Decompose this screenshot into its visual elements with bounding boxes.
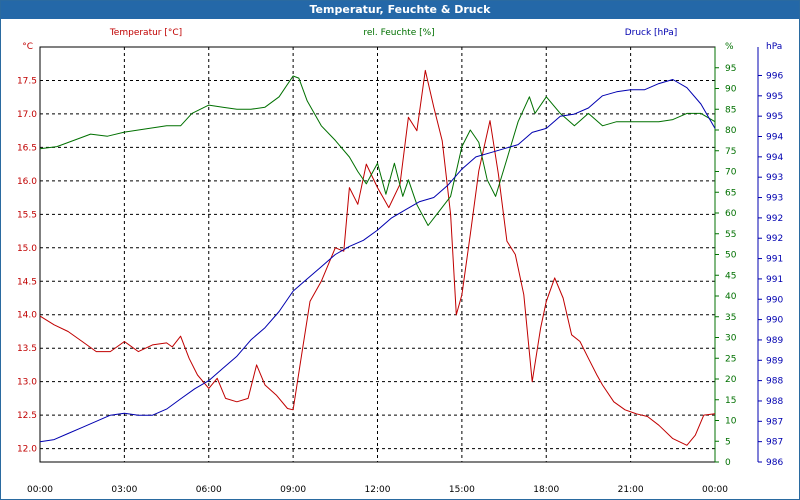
pressure-tick-label: 988 <box>766 377 783 387</box>
pressure-tick-label: 993 <box>766 194 783 204</box>
humidity-tick-label: 60 <box>725 209 737 219</box>
pressure-tick-label: 994 <box>766 153 783 163</box>
humidity-unit-label: % <box>725 42 734 52</box>
humidity-tick-label: 10 <box>725 417 737 427</box>
temperature-unit-label: °C <box>22 42 33 52</box>
humidity-tick-label: 75 <box>725 147 736 157</box>
x-tick-time: 21:00 <box>618 485 644 495</box>
x-tick-time: 00:00 <box>702 485 728 495</box>
humidity-tick-label: 70 <box>725 168 737 178</box>
x-tick-time: 12:00 <box>365 485 391 495</box>
humidity-tick-label: 55 <box>725 230 736 240</box>
plot-area <box>39 46 716 463</box>
humidity-tick-label: 15 <box>725 396 736 406</box>
axes: 00:0012.09.1703:0012.09.1706:0012.09.170… <box>17 28 783 495</box>
pressure-tick-label: 994 <box>766 133 783 143</box>
humidity-tick-label: 5 <box>725 437 731 447</box>
pressure-tick-label: 987 <box>766 417 783 427</box>
pressure-tick-label: 990 <box>766 295 783 305</box>
temperature-tick-label: 15.5 <box>17 210 37 220</box>
humidity-series-line <box>39 75 716 226</box>
temperature-tick-label: 14.5 <box>17 277 37 287</box>
pressure-unit-label: hPa <box>766 42 782 52</box>
humidity-axis-title: rel. Feuchte [%] <box>363 28 434 38</box>
pressure-tick-label: 986 <box>766 458 783 468</box>
x-tick-time: 00:00 <box>27 485 53 495</box>
humidity-tick-label: 65 <box>725 188 736 198</box>
pressure-tick-label: 995 <box>766 112 783 122</box>
temperature-tick-label: 13.0 <box>17 378 37 388</box>
humidity-tick-label: 35 <box>725 313 736 323</box>
pressure-tick-label: 995 <box>766 92 783 102</box>
pressure-tick-label: 991 <box>766 275 783 285</box>
pressure-axis-title: Druck [hPa] <box>625 28 678 38</box>
humidity-tick-label: 50 <box>725 251 737 261</box>
humidity-tick-label: 90 <box>725 85 737 95</box>
humidity-tick-label: 95 <box>725 64 736 74</box>
pressure-tick-label: 996 <box>766 71 783 81</box>
pressure-tick-label: 993 <box>766 173 783 183</box>
humidity-tick-label: 20 <box>725 375 737 385</box>
temperature-tick-label: 16.0 <box>17 177 37 187</box>
temperature-tick-label: 12.0 <box>17 445 37 455</box>
grid-lines <box>40 47 715 462</box>
humidity-tick-label: 80 <box>725 126 737 136</box>
chart-title: Temperatur, Feuchte & Druck <box>1 1 799 19</box>
pressure-tick-label: 989 <box>766 336 783 346</box>
humidity-tick-label: 0 <box>725 458 731 468</box>
pressure-tick-label: 990 <box>766 316 783 326</box>
temperature-tick-label: 16.5 <box>17 143 37 153</box>
pressure-tick-label: 989 <box>766 356 783 366</box>
temperature-tick-label: 12.5 <box>17 411 37 421</box>
humidity-tick-label: 45 <box>725 271 736 281</box>
x-tick-time: 06:00 <box>196 485 222 495</box>
temperature-axis-title: Temperatur [°C] <box>109 28 182 38</box>
humidity-tick-label: 40 <box>725 292 737 302</box>
temperature-tick-label: 15.0 <box>17 244 37 254</box>
humidity-tick-label: 30 <box>725 334 737 344</box>
pressure-tick-label: 988 <box>766 397 783 407</box>
temperature-tick-label: 17.5 <box>17 76 37 86</box>
temperature-tick-label: 14.0 <box>17 311 37 321</box>
chart-canvas: 00:0012.09.1703:0012.09.1706:0012.09.170… <box>17 28 783 495</box>
humidity-tick-label: 85 <box>725 105 736 115</box>
x-tick-time: 15:00 <box>449 485 475 495</box>
x-tick-time: 03:00 <box>111 485 137 495</box>
pressure-tick-label: 992 <box>766 234 783 244</box>
humidity-tick-label: 25 <box>725 354 736 364</box>
x-tick-time: 09:00 <box>280 485 306 495</box>
temperature-series-line <box>39 69 716 446</box>
pressure-tick-label: 991 <box>766 255 783 265</box>
series-lines <box>39 69 716 446</box>
x-tick-time: 18:00 <box>533 485 559 495</box>
temperature-tick-label: 17.0 <box>17 110 37 120</box>
temperature-tick-label: 13.5 <box>17 344 37 354</box>
pressure-series-line <box>39 79 716 443</box>
pressure-tick-label: 987 <box>766 438 783 448</box>
pressure-tick-label: 992 <box>766 214 783 224</box>
